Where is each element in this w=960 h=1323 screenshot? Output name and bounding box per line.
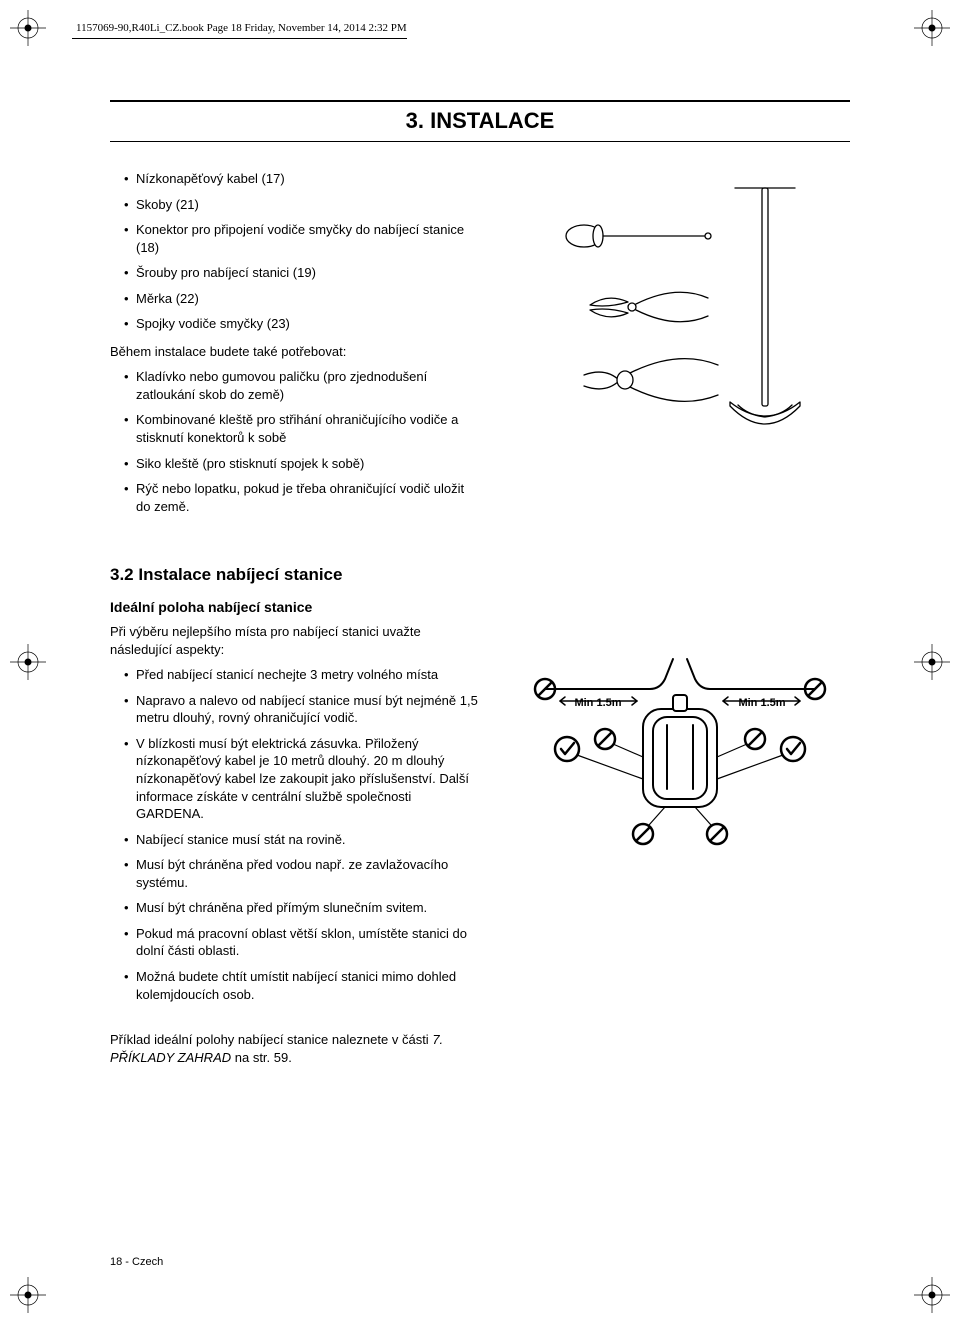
ideal-location-heading: Ideální poloha nabíjecí stanice (110, 599, 480, 615)
list-item: Napravo a nalevo od nabíjecí stanice mus… (124, 692, 480, 727)
tools-list: Kladívko nebo gumovou paličku (pro zjedn… (110, 368, 480, 515)
crop-mark-bottom-right (914, 1277, 950, 1313)
example-ref-post: na str. 59. (231, 1050, 292, 1065)
page-number: 18 - Czech (110, 1256, 163, 1268)
diagram-label-right: Min 1.5m (738, 697, 785, 709)
book-header-rule (72, 38, 407, 39)
list-item: Rýč nebo lopatku, pokud je třeba ohranič… (124, 480, 480, 515)
section-1-text: Nízkonapěťový kabel (17) Skoby (21) Konekt… (110, 170, 480, 525)
list-item: Musí být chráněna před vodou např. ze za… (124, 856, 480, 891)
book-header-text: 1157069-90,R40Li_CZ.book Page 18 Friday,… (76, 22, 407, 34)
list-item: Měrka (22) (124, 290, 480, 308)
list-item: Před nabíjecí stanicí nechejte 3 metry v… (124, 666, 480, 684)
list-item: Konektor pro připojení vodiče smyčky do … (124, 221, 480, 256)
list-item: Kombinované kleště pro střihání ohraniču… (124, 411, 480, 446)
list-item: Musí být chráněna před přímým slunečním … (124, 899, 480, 917)
list-item: Spojky vodiče smyčky (23) (124, 315, 480, 333)
section-1-columns: Nízkonapěťový kabel (17) Skoby (21) Konekt… (110, 170, 850, 525)
aspects-intro: Při výběru nejlepšího místa pro nabíjecí… (110, 623, 480, 658)
tools-intro: Během instalace budete také potřebovat: (110, 343, 480, 361)
crop-mark-bottom-left (10, 1277, 46, 1313)
aspects-list: Před nabíjecí stanicí nechejte 3 metry v… (110, 666, 480, 1003)
list-item: Nabíjecí stanice musí stát na rovině. (124, 831, 480, 849)
list-item: Skoby (21) (124, 196, 480, 214)
example-ref-pre: Příklad ideální polohy nabíjecí stanice … (110, 1032, 432, 1047)
list-item: Siko kleště (pro stisknutí spojek k sobě… (124, 455, 480, 473)
list-item: V blízkosti musí být elektrická zásuvka.… (124, 735, 480, 823)
list-item: Nízkonapěťový kabel (17) (124, 170, 480, 188)
list-item: Pokud má pracovní oblast větší sklon, um… (124, 925, 480, 960)
list-item: Možná budete chtít umístit nabíjecí stan… (124, 968, 480, 1003)
section-2-columns: Ideální poloha nabíjecí stanice Při výbě… (110, 599, 850, 1074)
section-2-figure: Min 1.5m Min 1.5m (510, 599, 850, 1074)
example-reference: Příklad ideální polohy nabíjecí stanice … (110, 1031, 480, 1066)
list-item: Kladívko nebo gumovou paličku (pro zjedn… (124, 368, 480, 403)
page-title: 3. INSTALACE (110, 108, 850, 134)
list-item: Šrouby pro nabíjecí stanici (19) (124, 264, 480, 282)
parts-list: Nízkonapěťový kabel (17) Skoby (21) Konekt… (110, 170, 480, 333)
diagram-label-left: Min 1.5m (574, 697, 621, 709)
section-3-2-title: 3.2 Instalace nabíjecí stanice (110, 565, 850, 585)
crop-mark-top-left (10, 10, 46, 46)
crop-mark-top-right (914, 10, 950, 46)
tools-illustration (550, 170, 810, 460)
charging-station-diagram: Min 1.5m Min 1.5m (515, 639, 845, 869)
section-1-figure (510, 170, 850, 525)
page-content: 3. INSTALACE Nízkonapěťový kabel (17) Sko… (110, 100, 850, 1074)
section-2-text: Ideální poloha nabíjecí stanice Při výbě… (110, 599, 480, 1074)
crop-mark-mid-right (914, 644, 950, 680)
page-title-block: 3. INSTALACE (110, 100, 850, 142)
crop-mark-mid-left (10, 644, 46, 680)
